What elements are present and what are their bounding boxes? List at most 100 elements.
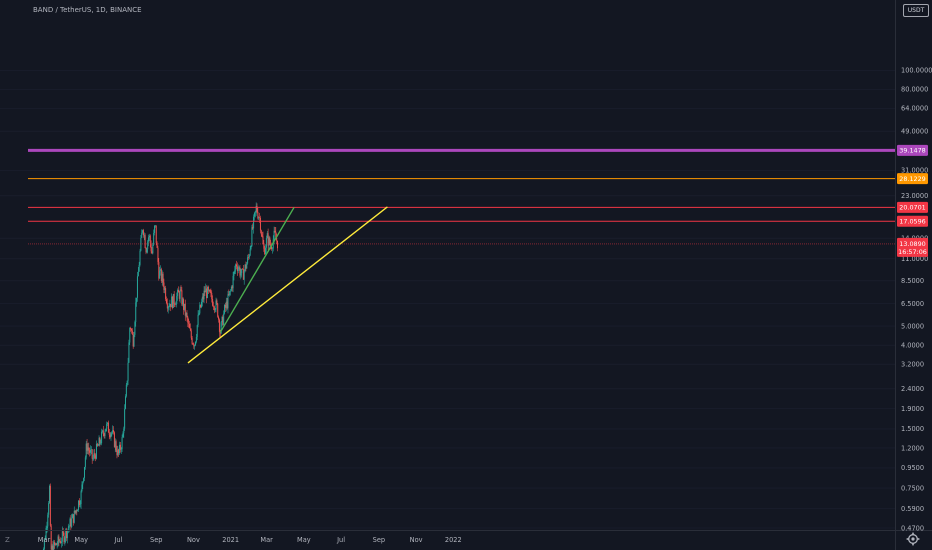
- candle-body: [179, 289, 181, 299]
- candle-body: [242, 268, 244, 280]
- candle-body: [235, 264, 237, 270]
- candle-body: [244, 264, 246, 271]
- currency-button[interactable]: USDT: [903, 4, 929, 17]
- candle-body: [107, 422, 109, 433]
- candle-body: [138, 264, 140, 272]
- candle-body: [97, 445, 99, 447]
- timezone-z-icon[interactable]: Z: [5, 536, 10, 544]
- candle-body: [206, 286, 208, 299]
- candle-body: [146, 249, 148, 253]
- candle-body: [43, 539, 45, 549]
- candle-body: [250, 246, 252, 249]
- candle-body: [46, 526, 48, 529]
- candle-body: [109, 434, 111, 438]
- candle-body: [126, 380, 128, 385]
- candle-body: [122, 433, 124, 438]
- candle-body: [84, 457, 86, 468]
- price-axis[interactable]: 100.0000 80.0000 64.0000 49.0000 31.0000 23.0…: [901, 67, 932, 533]
- symbol-title[interactable]: BAND / TetherUS, 1D, BINANCE: [33, 6, 142, 14]
- candle-body: [64, 538, 66, 543]
- candle-body: [96, 443, 98, 446]
- candle-body: [81, 484, 83, 492]
- candle-body: [181, 290, 183, 305]
- candle-body: [95, 455, 97, 459]
- candle-body: [231, 286, 233, 289]
- candle-body: [237, 268, 239, 272]
- candle-body: [218, 319, 220, 332]
- horizontal-levels[interactable]: [28, 148, 895, 245]
- candle-body: [78, 500, 80, 506]
- candle-body: [129, 328, 131, 343]
- candle-body: [226, 301, 228, 309]
- candle-body: [219, 331, 221, 334]
- candle-body: [47, 514, 49, 527]
- candle-body: [180, 289, 182, 291]
- y-tick-label: 0.5900: [901, 505, 924, 513]
- candlestick-series: [43, 202, 279, 550]
- candle-body: [89, 450, 91, 453]
- candle-body: [121, 437, 123, 450]
- trendline[interactable]: [219, 206, 295, 333]
- candle-body: [104, 431, 106, 436]
- candle-body: [135, 302, 137, 323]
- candle-body: [79, 503, 81, 506]
- level-price-label-bg: [897, 173, 928, 185]
- trendline[interactable]: [187, 206, 388, 364]
- candle-body: [271, 248, 273, 250]
- time-axis[interactable]: Mar May Jul Sep Nov 2021 Mar May Jul Sep Nov 2022: [38, 536, 462, 544]
- candle-body: [45, 528, 47, 539]
- candle-body: [262, 236, 264, 245]
- candle-body: [243, 270, 245, 280]
- candle-body: [54, 542, 56, 545]
- y-tick-label: 0.9500: [901, 464, 924, 472]
- candle-body: [217, 303, 219, 317]
- candle-body: [165, 299, 167, 304]
- candle-body: [257, 212, 259, 219]
- candle-body: [148, 235, 150, 238]
- candle-body: [256, 206, 258, 213]
- candle-body: [44, 538, 46, 540]
- x-tick-label: May: [297, 536, 311, 544]
- candle-body: [123, 428, 125, 434]
- candle-body: [265, 238, 267, 248]
- candle-body: [268, 237, 270, 246]
- candle-body: [147, 241, 149, 250]
- candle-body: [225, 301, 227, 308]
- gear-icon[interactable]: [906, 532, 920, 546]
- candle-body: [62, 531, 64, 533]
- candle-body: [113, 430, 115, 433]
- candle-body: [114, 441, 116, 448]
- candle-body: [57, 536, 59, 545]
- candle-body: [50, 525, 52, 550]
- candle-body: [54, 543, 56, 545]
- candle-body: [161, 273, 163, 282]
- candle-body: [184, 303, 186, 316]
- candle-body: [192, 343, 194, 345]
- x-tick-label: Nov: [410, 536, 423, 544]
- candle-body: [230, 286, 232, 291]
- candle-body: [245, 264, 247, 269]
- candle-body: [174, 303, 176, 305]
- y-tick-label: 4.0000: [901, 341, 924, 349]
- x-tick-label: Mar: [260, 536, 273, 544]
- candle-body: [182, 299, 184, 305]
- trendlines[interactable]: [187, 206, 388, 364]
- candle-body: [169, 303, 171, 307]
- candle-body: [83, 477, 85, 482]
- candle-body: [248, 255, 250, 258]
- candle-body: [139, 250, 141, 265]
- candle-body: [233, 271, 235, 276]
- candle-body: [238, 267, 240, 269]
- candle-body: [99, 437, 101, 444]
- candle-body: [107, 422, 109, 424]
- candle-body: [200, 304, 202, 308]
- candle-body: [183, 303, 185, 310]
- candle-body: [131, 330, 133, 335]
- candle-body: [101, 431, 103, 444]
- candle-body: [43, 548, 45, 550]
- candle-body: [204, 290, 206, 293]
- candle-body: [246, 263, 248, 269]
- candle-body: [108, 432, 110, 435]
- candle-body: [274, 230, 276, 232]
